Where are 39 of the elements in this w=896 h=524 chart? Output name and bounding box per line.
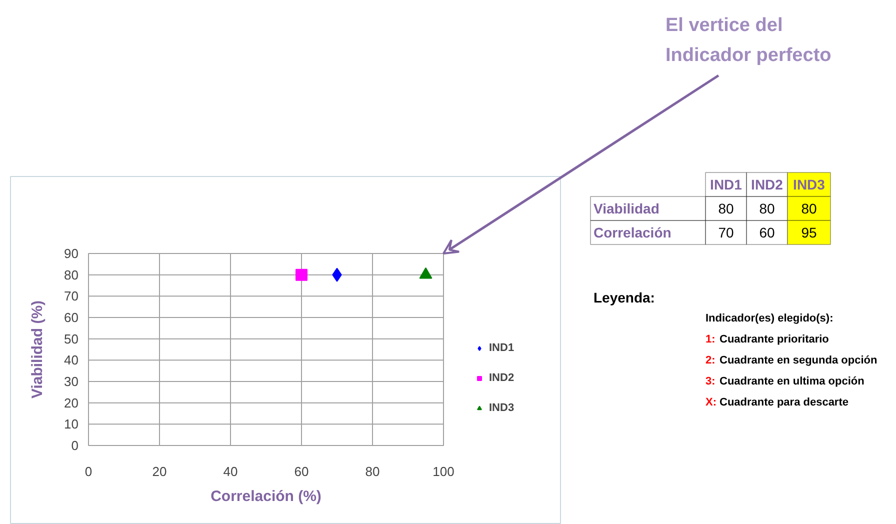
y-axis-title: Viabilidad (%) [29, 300, 46, 399]
x-tick-label: 80 [365, 464, 380, 479]
text: 70 [718, 224, 734, 240]
text: 3: Cuadrante en ultima opción [706, 376, 865, 388]
text: 1: Cuadrante prioritario [706, 334, 830, 346]
text: El vertice del Indicador perfecto [666, 15, 832, 66]
legend-label: IND1 [489, 342, 514, 354]
y-tick-label: 40 [64, 352, 79, 368]
x-tick-label: 100 [432, 464, 454, 479]
y-tick-label: 80 [64, 267, 79, 282]
text: Indicador(es) elegido(s): [706, 312, 834, 324]
text: 80 [759, 200, 775, 216]
y-tick-label: 0 [71, 438, 79, 453]
text: Viabilidad [594, 200, 660, 216]
x-axis-title: Correlación (%) [210, 488, 322, 505]
y-tick-label: 90 [64, 246, 79, 261]
y-tick-label: 10 [64, 416, 79, 432]
y-tick-label: 50 [64, 331, 79, 346]
text: 95 [801, 224, 817, 240]
y-tick-label: 60 [64, 310, 79, 325]
text: 80 [718, 200, 734, 216]
y-tick-label: 70 [64, 288, 79, 304]
text: IND1 [710, 176, 742, 192]
text: IND3 [793, 176, 825, 192]
text: Correlación [594, 224, 672, 240]
x-tick-label: 40 [223, 464, 238, 479]
text: X: Cuadrante para descarte [706, 396, 848, 408]
y-tick-label: 20 [64, 395, 79, 410]
text: IND2 [751, 176, 783, 192]
y-tick-label: 30 [64, 374, 79, 389]
x-tick-label: 60 [294, 464, 309, 479]
text: Leyenda: [594, 290, 655, 306]
x-tick-label: 0 [84, 464, 92, 479]
text: 2: Cuadrante en segunda opción [706, 354, 878, 366]
x-tick-label: 20 [152, 464, 167, 479]
text: 80 [801, 200, 817, 216]
text: 60 [759, 224, 775, 240]
legend-label: IND3 [489, 402, 514, 414]
legend-label: IND2 [489, 372, 514, 384]
